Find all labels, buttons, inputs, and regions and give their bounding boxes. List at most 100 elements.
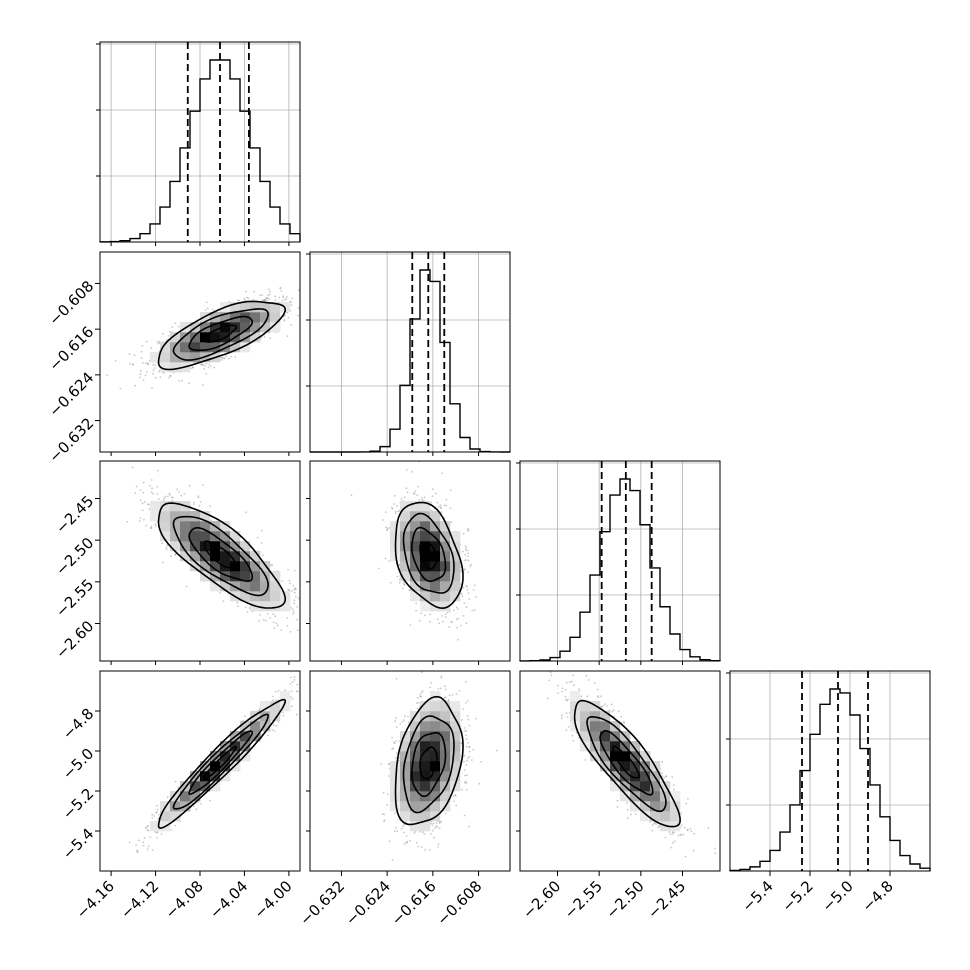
density-cell bbox=[410, 731, 421, 742]
sample-point bbox=[293, 602, 296, 605]
sample-point bbox=[419, 693, 421, 696]
sample-point bbox=[687, 797, 689, 800]
sample-point bbox=[267, 294, 269, 297]
sample-point bbox=[288, 579, 291, 582]
density-cell bbox=[580, 721, 591, 732]
sample-point bbox=[444, 616, 447, 618]
density-cell bbox=[160, 511, 171, 522]
sample-point bbox=[448, 626, 450, 628]
sample-point bbox=[443, 696, 446, 699]
panel-3-0 bbox=[99, 670, 301, 872]
sample-point bbox=[135, 844, 138, 846]
density-cell bbox=[220, 312, 231, 323]
sample-point bbox=[463, 730, 466, 733]
sample-point bbox=[256, 536, 259, 539]
sample-point bbox=[465, 622, 468, 625]
sample-point bbox=[597, 696, 599, 699]
y-tick-label-row2: −2.55 bbox=[52, 575, 97, 620]
sample-point bbox=[384, 511, 387, 513]
density-cell bbox=[160, 352, 171, 363]
density-cell bbox=[240, 322, 251, 333]
sample-point bbox=[465, 781, 468, 784]
density-cell bbox=[260, 302, 271, 313]
sample-point bbox=[139, 517, 142, 519]
sample-point bbox=[548, 679, 550, 682]
sample-point bbox=[480, 761, 482, 763]
sample-point bbox=[467, 555, 469, 558]
contour-4sigma bbox=[157, 300, 286, 371]
sample-point bbox=[417, 845, 420, 848]
density-cell bbox=[420, 761, 431, 772]
sample-point bbox=[264, 299, 266, 302]
sample-point bbox=[680, 834, 682, 837]
density-cell bbox=[250, 302, 261, 313]
sample-point bbox=[136, 849, 139, 852]
sample-point bbox=[157, 342, 160, 345]
sample-point bbox=[603, 703, 606, 706]
sample-point bbox=[387, 763, 390, 765]
sample-point bbox=[119, 387, 122, 390]
sample-point bbox=[262, 618, 265, 621]
sample-point bbox=[620, 715, 623, 718]
density-cell bbox=[430, 751, 441, 762]
density-cell bbox=[230, 571, 241, 582]
sample-point bbox=[142, 379, 145, 381]
sample-point bbox=[145, 340, 148, 343]
sample-point bbox=[269, 337, 271, 340]
density-cell bbox=[420, 511, 431, 522]
sample-point bbox=[261, 294, 263, 296]
sample-point bbox=[565, 712, 568, 714]
sample-point bbox=[190, 367, 193, 370]
sample-point bbox=[423, 833, 426, 835]
sample-point bbox=[145, 362, 147, 364]
density-cell bbox=[660, 811, 671, 822]
density-cell bbox=[190, 342, 201, 353]
sample-point bbox=[386, 529, 388, 531]
sample-point bbox=[297, 597, 300, 600]
sample-point bbox=[437, 688, 440, 690]
density-cell bbox=[400, 541, 411, 552]
sample-point bbox=[224, 355, 227, 358]
sample-point bbox=[420, 846, 423, 848]
x-tick-label-col1: −0.624 bbox=[342, 877, 394, 929]
sample-point bbox=[156, 831, 159, 834]
sample-point bbox=[572, 674, 575, 677]
sample-point bbox=[151, 817, 154, 819]
sample-point bbox=[600, 695, 602, 698]
density-cell bbox=[200, 521, 211, 532]
sample-point bbox=[460, 624, 462, 627]
sample-point bbox=[384, 557, 387, 560]
density-cell bbox=[170, 332, 181, 343]
sample-point bbox=[431, 509, 433, 512]
sample-point bbox=[689, 828, 692, 830]
density-cell bbox=[160, 342, 171, 353]
density-cell bbox=[180, 521, 191, 532]
sample-point bbox=[155, 804, 158, 807]
sample-point bbox=[243, 715, 246, 717]
sample-point bbox=[275, 622, 278, 624]
sample-point bbox=[156, 486, 159, 488]
sample-point bbox=[465, 584, 468, 587]
sample-point bbox=[292, 611, 295, 613]
density-cell bbox=[650, 791, 661, 802]
sample-point bbox=[142, 491, 145, 494]
density-cell bbox=[270, 571, 281, 582]
density-cell bbox=[190, 551, 201, 562]
sample-point bbox=[616, 806, 619, 808]
sample-point bbox=[608, 709, 611, 712]
density-cell bbox=[260, 591, 271, 602]
panel-frame bbox=[309, 670, 511, 872]
density-cell bbox=[260, 322, 271, 333]
sample-point bbox=[305, 303, 307, 305]
sample-point bbox=[183, 493, 186, 495]
sample-point bbox=[408, 589, 411, 591]
sample-point bbox=[611, 710, 614, 713]
sample-point bbox=[653, 821, 656, 824]
sample-point bbox=[452, 609, 455, 612]
sample-point bbox=[684, 855, 687, 858]
sample-point bbox=[468, 746, 471, 748]
sample-point bbox=[466, 715, 469, 717]
sample-point bbox=[386, 804, 389, 806]
sample-point bbox=[279, 287, 281, 290]
density-cell bbox=[420, 591, 431, 602]
